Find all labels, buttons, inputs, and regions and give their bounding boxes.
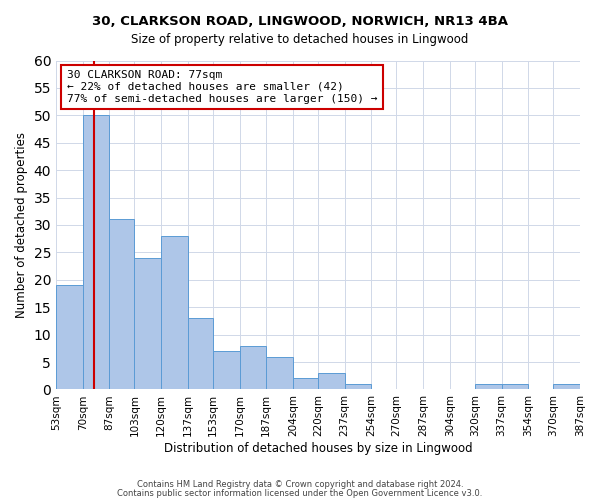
- Bar: [213, 351, 239, 390]
- Text: 30 CLARKSON ROAD: 77sqm
← 22% of detached houses are smaller (42)
77% of semi-de: 30 CLARKSON ROAD: 77sqm ← 22% of detache…: [67, 70, 377, 104]
- Bar: [318, 373, 344, 390]
- Bar: [109, 220, 134, 390]
- Bar: [553, 384, 580, 390]
- Text: Size of property relative to detached houses in Lingwood: Size of property relative to detached ho…: [131, 32, 469, 46]
- Bar: [83, 116, 109, 390]
- Text: 30, CLARKSON ROAD, LINGWOOD, NORWICH, NR13 4BA: 30, CLARKSON ROAD, LINGWOOD, NORWICH, NR…: [92, 15, 508, 28]
- Bar: [293, 378, 318, 390]
- Text: Contains HM Land Registry data © Crown copyright and database right 2024.: Contains HM Land Registry data © Crown c…: [137, 480, 463, 489]
- Bar: [56, 286, 83, 390]
- Bar: [475, 384, 502, 390]
- Bar: [266, 356, 293, 390]
- Bar: [502, 384, 528, 390]
- Bar: [344, 384, 371, 390]
- X-axis label: Distribution of detached houses by size in Lingwood: Distribution of detached houses by size …: [164, 442, 472, 455]
- Bar: [161, 236, 188, 390]
- Bar: [239, 346, 266, 390]
- Bar: [134, 258, 161, 390]
- Y-axis label: Number of detached properties: Number of detached properties: [15, 132, 28, 318]
- Bar: [188, 318, 213, 390]
- Text: Contains public sector information licensed under the Open Government Licence v3: Contains public sector information licen…: [118, 488, 482, 498]
